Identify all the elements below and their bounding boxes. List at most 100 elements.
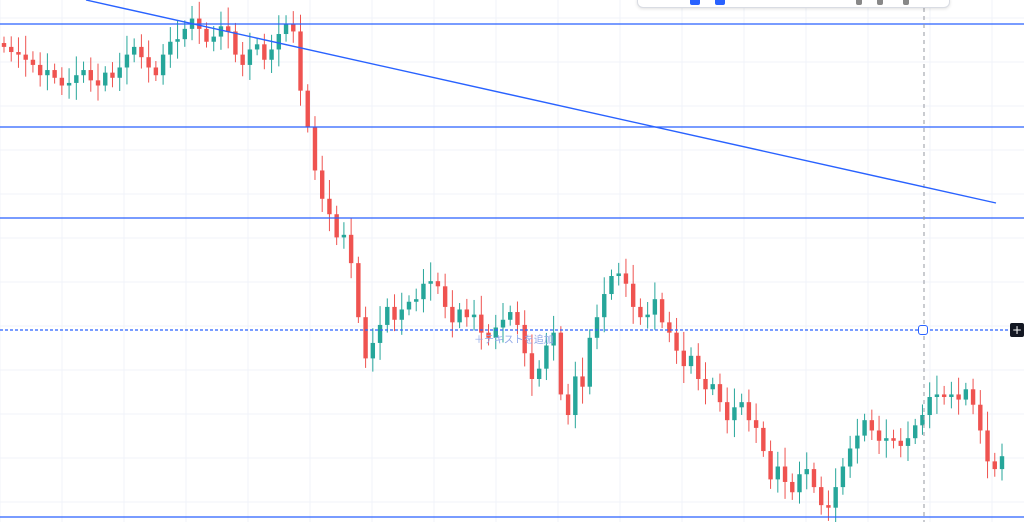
candle-up xyxy=(862,420,867,436)
candle-up xyxy=(840,466,846,488)
candle-up xyxy=(471,314,477,318)
candle-down xyxy=(659,299,665,323)
candle-down xyxy=(826,505,831,508)
color-swatch-icon[interactable] xyxy=(690,0,700,5)
candle-up xyxy=(493,327,498,338)
candle-up xyxy=(551,332,556,346)
candle-down xyxy=(442,286,448,307)
candle-down xyxy=(703,378,708,390)
candle-down xyxy=(450,306,455,323)
candle-down xyxy=(146,57,151,68)
candle-down xyxy=(746,402,752,421)
candle-down xyxy=(891,438,896,441)
candle-up xyxy=(131,46,137,55)
candle-down xyxy=(95,80,101,86)
candle-down xyxy=(153,67,159,76)
candle-up xyxy=(963,389,969,400)
candle-up xyxy=(103,72,108,86)
candle-down xyxy=(761,427,766,452)
line-style-icon[interactable] xyxy=(715,0,725,5)
candle-down xyxy=(724,402,730,421)
candle-up xyxy=(124,54,130,68)
candle-up xyxy=(218,26,224,37)
candle-up xyxy=(66,82,72,86)
candle-up xyxy=(428,281,433,284)
candle-down xyxy=(529,353,535,379)
candle-up xyxy=(536,368,542,379)
candle-down xyxy=(204,28,209,42)
delete-icon[interactable] xyxy=(903,0,909,5)
candle-down xyxy=(392,306,397,320)
add-text-hint[interactable]: ＋テキストを追加 xyxy=(474,335,554,346)
drawing-toolbar[interactable] xyxy=(637,0,950,8)
candle-down xyxy=(9,46,14,53)
candle-up xyxy=(269,49,274,60)
trend-line[interactable] xyxy=(85,0,997,204)
candle-down xyxy=(985,430,990,462)
candle-down xyxy=(59,77,65,86)
candle-up xyxy=(847,448,853,467)
candle-down xyxy=(298,31,303,91)
candle-down xyxy=(305,90,310,127)
candle-down xyxy=(30,59,36,65)
candle-up xyxy=(920,415,925,426)
candle-down xyxy=(992,461,997,470)
candle-up xyxy=(254,44,260,50)
candle-up xyxy=(276,34,282,50)
candle-down xyxy=(819,487,824,506)
candle-down xyxy=(16,52,21,55)
candle-down xyxy=(327,198,332,215)
candle-down xyxy=(811,469,817,488)
settings-icon[interactable] xyxy=(856,0,862,5)
candle-up xyxy=(406,301,412,310)
plus-button[interactable]: + xyxy=(1010,323,1024,337)
candle-up xyxy=(573,376,578,416)
candle-up xyxy=(884,438,889,441)
candle-down xyxy=(233,31,238,55)
candlestick-series xyxy=(1,1,1005,522)
candle-down xyxy=(110,72,115,78)
horizontal-lines[interactable] xyxy=(0,23,1024,518)
lock-icon[interactable] xyxy=(877,0,883,5)
candle-up xyxy=(609,276,614,295)
candle-down xyxy=(37,64,43,76)
candle-up xyxy=(905,438,911,446)
candle-down xyxy=(790,481,795,493)
candle-down xyxy=(782,466,788,482)
candle-up xyxy=(182,28,187,40)
candle-down xyxy=(262,44,267,60)
candle-down xyxy=(515,312,520,325)
candle-up xyxy=(934,394,940,398)
line-anchor-handle[interactable] xyxy=(918,325,928,335)
candle-down xyxy=(898,440,903,446)
candle-up xyxy=(247,49,253,65)
candle-up xyxy=(500,319,506,328)
candle-down xyxy=(522,324,527,354)
candle-down xyxy=(941,394,947,398)
candle-down xyxy=(667,322,672,333)
candle-down xyxy=(479,314,484,333)
candle-down xyxy=(464,309,470,318)
candle-down xyxy=(753,420,759,428)
candle-down xyxy=(681,350,686,367)
candle-down xyxy=(558,332,564,395)
candle-down xyxy=(486,332,491,338)
candle-up xyxy=(117,67,122,78)
candle-down xyxy=(696,355,701,379)
candle-up xyxy=(421,283,426,300)
candle-up xyxy=(457,309,462,323)
candle-down xyxy=(291,23,296,32)
candle-up xyxy=(414,299,419,302)
candle-up xyxy=(74,75,79,83)
candle-up xyxy=(160,54,166,76)
candle-up xyxy=(732,407,737,421)
candle-up xyxy=(399,309,404,320)
candle-down xyxy=(956,394,961,400)
candle-up xyxy=(175,39,180,42)
candle-up xyxy=(804,469,809,475)
candle-down xyxy=(320,170,325,199)
candle-down xyxy=(768,451,773,480)
candle-up xyxy=(370,342,376,359)
